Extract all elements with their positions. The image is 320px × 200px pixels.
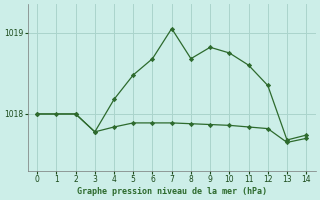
- X-axis label: Graphe pression niveau de la mer (hPa): Graphe pression niveau de la mer (hPa): [77, 187, 267, 196]
